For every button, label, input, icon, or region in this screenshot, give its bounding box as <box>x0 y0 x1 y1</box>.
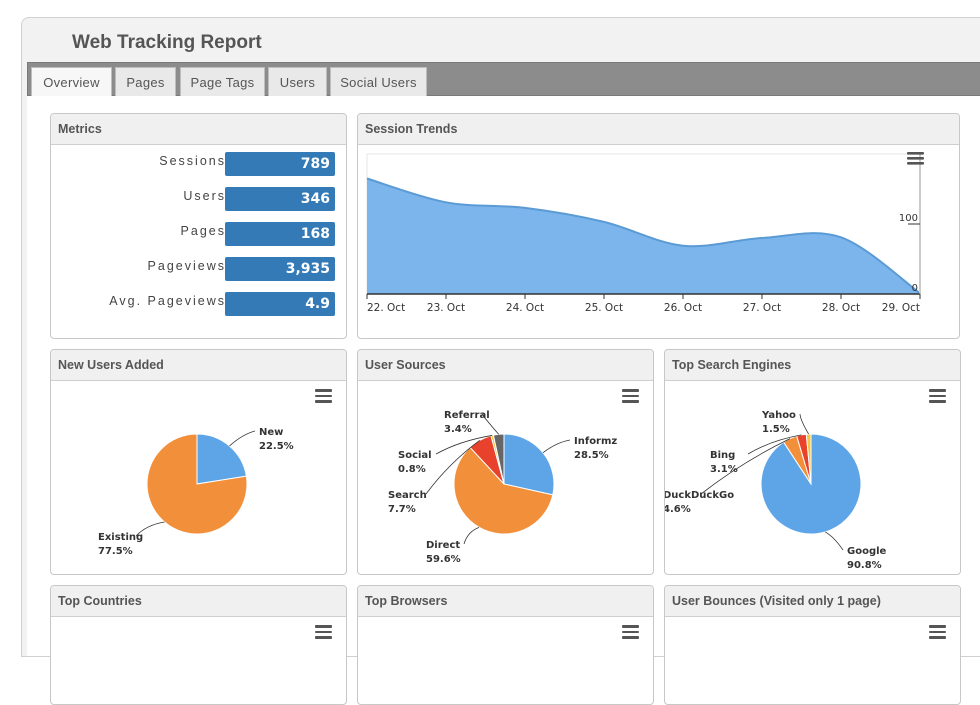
pie-label-name: Referral <box>444 410 490 421</box>
tab-page-tags[interactable]: Page Tags <box>180 67 265 96</box>
search-engines-panel: Top Search Engines Google 90.8% DuckDuckGo… <box>664 349 961 575</box>
metric-row: Avg. Pageviews 4.9 <box>51 292 346 316</box>
top-countries-title: Top Countries <box>51 586 346 617</box>
metric-value: 3,935 <box>225 257 335 281</box>
user-bounces-title: User Bounces (Visited only 1 page) <box>665 586 960 617</box>
pie-label-name: Existing <box>98 532 143 543</box>
new-users-panel: New Users Added New 22.5% Existing 77.5% <box>50 349 347 575</box>
x-tick-label: 28. Oct <box>822 302 860 314</box>
pie-label-value: 7.7% <box>388 504 416 515</box>
top-browsers-title: Top Browsers <box>358 586 653 617</box>
metric-row: Users 346 <box>51 187 346 211</box>
pie-label-value: 22.5% <box>259 441 294 452</box>
metric-row: Sessions 789 <box>51 152 346 176</box>
pie-label-value: 59.6% <box>426 554 461 565</box>
tab-pages[interactable]: Pages <box>115 67 176 96</box>
tab-social-users[interactable]: Social Users <box>330 67 427 96</box>
x-tick-label: 23. Oct <box>427 302 465 314</box>
metric-label: Users <box>183 189 226 203</box>
new-users-title: New Users Added <box>51 350 346 381</box>
user-sources-pie-chart: Informz 28.5% Direct 59.6% Search 7.7% Social 0… <box>388 410 617 565</box>
search-engines-pie-chart: Google 90.8% DuckDuckGo 4.6% Bing 3.1% Yahoo 1.… <box>665 410 887 571</box>
pie-label-value: 1.5% <box>762 424 790 435</box>
pie-label-name: Google <box>847 546 887 557</box>
metric-label: Pageviews <box>147 259 226 273</box>
session-trends-chart: 22. Oct 23. Oct 24. Oct 25. Oct 26. Oct 27. O… <box>366 152 924 314</box>
pie-label-value: 0.8% <box>398 464 426 475</box>
pie-connector <box>481 413 499 435</box>
metric-value: 168 <box>225 222 335 246</box>
session-line <box>366 177 921 295</box>
pie-label-value: 3.1% <box>710 464 738 475</box>
user-bounces-menu-icon[interactable] <box>929 625 946 639</box>
metric-row: Pages 168 <box>51 222 346 246</box>
pie-label-name: Search <box>388 490 427 501</box>
metrics-panel-title: Metrics <box>51 114 346 145</box>
metric-value: 346 <box>225 187 335 211</box>
pie-label-name: New <box>259 427 283 438</box>
metric-value: 4.9 <box>225 292 335 316</box>
pie-connector <box>435 435 493 455</box>
page-title: Web Tracking Report <box>72 32 262 53</box>
x-tick-label: 25. Oct <box>585 302 623 314</box>
user-sources-menu-icon[interactable] <box>622 389 639 403</box>
pie-connector <box>425 439 481 495</box>
pie-slice[interactable] <box>805 433 812 485</box>
pie-label-name: Informz <box>574 436 617 447</box>
metric-label: Pages <box>180 224 226 238</box>
pie-connector <box>799 413 809 435</box>
pie-connector <box>542 439 571 454</box>
overview-content: Metrics Sessions 789 Users 346 Pages 168 Pagev… <box>27 96 980 705</box>
pie-slice[interactable] <box>196 433 247 485</box>
x-tick-label: 26. Oct <box>664 302 702 314</box>
tab-users[interactable]: Users <box>268 67 327 96</box>
user-sources-title: User Sources <box>358 350 653 381</box>
metric-value: 789 <box>225 152 335 176</box>
new-users-pie-chart: New 22.5% Existing 77.5% <box>98 427 294 557</box>
user-sources-panel: User Sources Informz 28.5% Direct 59.6% Sear… <box>357 349 654 575</box>
y-tick-label: 0 <box>912 283 918 294</box>
tab-bar: Overview Pages Page Tags Users Social Us… <box>27 62 980 97</box>
session-trends-title: Session Trends <box>358 114 959 145</box>
metric-row: Pageviews 3,935 <box>51 257 346 281</box>
pie-label-value: 90.8% <box>847 560 882 571</box>
pie-connector <box>825 531 844 551</box>
metric-label: Avg. Pageviews <box>109 294 226 308</box>
search-engines-menu-icon[interactable] <box>929 389 946 403</box>
pie-connector <box>135 521 165 537</box>
pie-label-name: DuckDuckGo <box>665 490 734 501</box>
pie-label-name: Direct <box>426 540 460 551</box>
y-tick-label: 100 <box>899 213 918 224</box>
pie-label-value: 77.5% <box>98 546 133 557</box>
pie-label-value: 3.4% <box>444 424 472 435</box>
user-bounces-panel: User Bounces (Visited only 1 page) <box>664 585 961 705</box>
search-engines-title: Top Search Engines <box>665 350 960 381</box>
session-trends-menu-icon[interactable] <box>907 152 924 165</box>
pie-connector <box>700 438 791 495</box>
pie-label-name: Yahoo <box>761 410 796 421</box>
x-tick-label: 29. Oct <box>882 302 920 314</box>
top-browsers-panel: Top Browsers <box>357 585 654 705</box>
x-tick-label: 27. Oct <box>743 302 781 314</box>
new-users-menu-icon[interactable] <box>315 389 332 403</box>
pie-label-name: Bing <box>710 450 735 461</box>
x-tick-label: 22. Oct <box>367 302 405 314</box>
session-trends-panel: Session Trends 22. Oct 23. Oct 24. Oct 25. … <box>357 113 960 339</box>
pie-label-value: 4.6% <box>665 504 691 515</box>
pie-slice[interactable] <box>492 433 505 485</box>
pie-label-name: Social <box>398 450 432 461</box>
pie-connector <box>463 526 480 545</box>
metrics-panel: Metrics Sessions 789 Users 346 Pages 168 Pagev… <box>50 113 347 339</box>
tab-overview[interactable]: Overview <box>31 67 112 97</box>
top-browsers-menu-icon[interactable] <box>622 625 639 639</box>
pie-connector <box>747 434 802 455</box>
metric-label: Sessions <box>159 154 226 168</box>
top-countries-menu-icon[interactable] <box>315 625 332 639</box>
x-tick-label: 24. Oct <box>506 302 544 314</box>
pie-connector <box>229 430 256 447</box>
top-countries-panel: Top Countries <box>50 585 347 705</box>
pie-label-value: 28.5% <box>574 450 609 461</box>
report-frame: Web Tracking Report Overview Pages Page … <box>21 17 980 705</box>
pie-slice[interactable] <box>453 446 554 535</box>
